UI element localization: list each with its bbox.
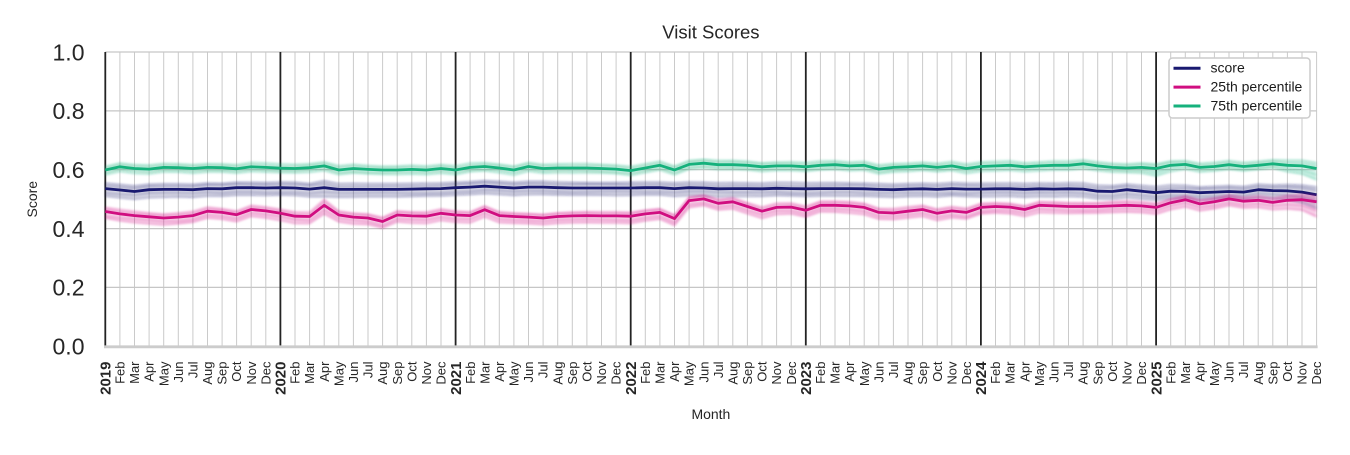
- svg-text:Jul: Jul: [711, 361, 726, 378]
- svg-text:Score: Score: [24, 181, 40, 218]
- svg-text:Feb: Feb: [113, 362, 128, 384]
- svg-text:0.8: 0.8: [53, 98, 85, 124]
- svg-text:2019: 2019: [98, 362, 115, 395]
- svg-text:May: May: [156, 361, 171, 386]
- svg-text:Oct: Oct: [1280, 361, 1295, 382]
- svg-text:Mar: Mar: [302, 361, 317, 384]
- svg-text:2020: 2020: [273, 362, 290, 395]
- svg-text:Aug: Aug: [1076, 362, 1091, 385]
- svg-text:Sep: Sep: [215, 362, 230, 385]
- svg-text:Nov: Nov: [1295, 361, 1310, 385]
- svg-text:0.6: 0.6: [53, 157, 85, 183]
- svg-text:Dec: Dec: [434, 361, 449, 385]
- svg-text:Jul: Jul: [1236, 361, 1251, 378]
- svg-text:May: May: [331, 361, 346, 386]
- svg-text:Apr: Apr: [1017, 361, 1032, 382]
- svg-text:Mar: Mar: [828, 361, 843, 384]
- svg-text:Jun: Jun: [1047, 362, 1062, 383]
- svg-text:Nov: Nov: [594, 361, 609, 385]
- svg-text:Jul: Jul: [1061, 361, 1076, 378]
- svg-text:Nov: Nov: [769, 361, 784, 385]
- svg-text:May: May: [857, 361, 872, 386]
- svg-text:Oct: Oct: [755, 361, 770, 382]
- svg-text:Dec: Dec: [784, 361, 799, 385]
- svg-text:Sep: Sep: [1090, 362, 1105, 385]
- svg-text:Visit Scores: Visit Scores: [662, 22, 759, 43]
- svg-text:2021: 2021: [448, 362, 465, 395]
- svg-text:Feb: Feb: [813, 362, 828, 384]
- svg-text:Oct: Oct: [229, 361, 244, 382]
- svg-text:Sep: Sep: [915, 362, 930, 385]
- svg-text:Oct: Oct: [404, 361, 419, 382]
- svg-text:2025: 2025: [1148, 362, 1165, 395]
- svg-text:Oct: Oct: [1105, 361, 1120, 382]
- svg-text:score: score: [1211, 60, 1245, 76]
- svg-text:Mar: Mar: [477, 361, 492, 384]
- svg-text:Oct: Oct: [580, 361, 595, 382]
- svg-text:2022: 2022: [623, 362, 640, 395]
- svg-text:Nov: Nov: [1120, 361, 1135, 385]
- svg-text:Mar: Mar: [1003, 361, 1018, 384]
- svg-text:Jun: Jun: [696, 362, 711, 383]
- svg-text:May: May: [1207, 361, 1222, 386]
- svg-text:Nov: Nov: [244, 361, 259, 385]
- svg-text:Dec: Dec: [1309, 361, 1324, 385]
- svg-text:2024: 2024: [973, 361, 990, 395]
- svg-text:Mar: Mar: [127, 361, 142, 384]
- svg-text:Feb: Feb: [1163, 362, 1178, 384]
- svg-text:0.2: 0.2: [53, 275, 85, 301]
- svg-text:Jul: Jul: [536, 361, 551, 378]
- svg-text:Aug: Aug: [200, 362, 215, 385]
- svg-text:Dec: Dec: [258, 361, 273, 385]
- svg-text:Apr: Apr: [667, 361, 682, 382]
- svg-text:Feb: Feb: [638, 362, 653, 384]
- svg-text:Aug: Aug: [375, 362, 390, 385]
- svg-text:Nov: Nov: [944, 361, 959, 385]
- svg-text:0.4: 0.4: [53, 216, 85, 242]
- svg-text:Feb: Feb: [288, 362, 303, 384]
- svg-text:Dec: Dec: [609, 361, 624, 385]
- svg-text:Aug: Aug: [725, 362, 740, 385]
- svg-text:Mar: Mar: [653, 361, 668, 384]
- svg-text:Sep: Sep: [740, 362, 755, 385]
- svg-text:Jul: Jul: [886, 361, 901, 378]
- svg-text:Dec: Dec: [959, 361, 974, 385]
- svg-text:Apr: Apr: [842, 361, 857, 382]
- svg-text:Apr: Apr: [492, 361, 507, 382]
- svg-text:Jul: Jul: [186, 361, 201, 378]
- svg-text:0.0: 0.0: [53, 334, 85, 360]
- svg-text:Oct: Oct: [930, 361, 945, 382]
- svg-text:May: May: [1032, 361, 1047, 386]
- svg-text:Sep: Sep: [1265, 362, 1280, 385]
- svg-text:Jun: Jun: [1222, 362, 1237, 383]
- svg-text:25th percentile: 25th percentile: [1211, 78, 1303, 94]
- svg-text:Jun: Jun: [871, 362, 886, 383]
- svg-text:Apr: Apr: [317, 361, 332, 382]
- svg-text:75th percentile: 75th percentile: [1211, 97, 1303, 113]
- svg-text:Aug: Aug: [550, 362, 565, 385]
- svg-text:Jun: Jun: [521, 362, 536, 383]
- svg-text:Apr: Apr: [142, 361, 157, 382]
- svg-text:Mar: Mar: [1178, 361, 1193, 384]
- svg-text:May: May: [507, 361, 522, 386]
- svg-text:Feb: Feb: [463, 362, 478, 384]
- svg-text:Jul: Jul: [361, 361, 376, 378]
- svg-text:Month: Month: [691, 406, 730, 422]
- svg-text:Aug: Aug: [1251, 362, 1266, 385]
- svg-text:Jun: Jun: [346, 362, 361, 383]
- svg-text:Nov: Nov: [419, 361, 434, 385]
- svg-text:2023: 2023: [798, 362, 815, 395]
- svg-text:Apr: Apr: [1192, 361, 1207, 382]
- svg-text:Aug: Aug: [901, 362, 916, 385]
- svg-text:Dec: Dec: [1134, 361, 1149, 385]
- svg-text:May: May: [682, 361, 697, 386]
- svg-text:Jun: Jun: [171, 362, 186, 383]
- svg-text:Sep: Sep: [390, 362, 405, 385]
- svg-text:Feb: Feb: [988, 362, 1003, 384]
- svg-text:1.0: 1.0: [53, 39, 85, 65]
- svg-text:Sep: Sep: [565, 362, 580, 385]
